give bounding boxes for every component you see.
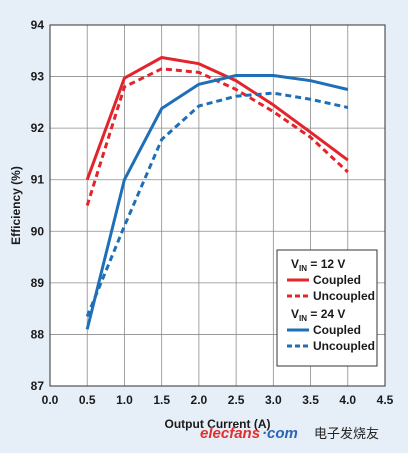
legend-entry-label: Uncoupled [313,339,375,353]
x-tick-label: 1.5 [153,393,170,407]
tick-labels: 0.0 0.5 1.0 1.5 2.0 2.5 3.0 3.5 4.0 4.5 87 88 89 90 91… [31,18,394,407]
y-tick-label: 94 [31,18,45,32]
x-tick-label: 0.5 [79,393,96,407]
y-tick-label: 91 [31,173,45,187]
x-tick-label: 1.0 [116,393,133,407]
y-tick-label: 87 [31,379,45,393]
x-tick-label: 2.5 [228,393,245,407]
y-tick-label: 90 [31,224,45,238]
watermark: elecfans ·com 电子发烧友 [200,425,379,442]
y-tick-label: 88 [31,327,45,341]
watermark-logo-text: elecfans [200,425,260,442]
x-tick-label: 0.0 [42,393,59,407]
series-line-1 [85,56,349,181]
legend-box [276,249,378,367]
series-line-3 [85,74,349,330]
series-layer [85,56,349,330]
x-tick-label: 2.0 [191,393,208,407]
watermark-logo-suffix: ·com [262,425,298,442]
x-tick-label: 3.0 [265,393,282,407]
x-tick-label: 3.5 [302,393,319,407]
y-axis-label: Efficiency (%) [9,166,23,245]
y-tick-label: 92 [31,121,45,135]
x-axis-label: Output Current (A) [165,417,271,431]
y-tick-label: 89 [31,276,45,290]
watermark-cn-text: 电子发烧友 [314,426,379,442]
series-line-4 [85,91,349,317]
legend-entry-label: Coupled [313,323,361,337]
legend-entry-label: Coupled [313,273,361,287]
legend-group-title: VIN = 24 V [291,307,345,323]
legend-group-title: VIN = 12 V [291,257,345,273]
legend-entry-label: Uncoupled [313,289,375,303]
plot-frame [49,24,386,387]
x-tick-label: 4.5 [377,393,394,407]
y-tick-label: 93 [31,70,45,84]
x-tick-label: 4.0 [339,393,356,407]
